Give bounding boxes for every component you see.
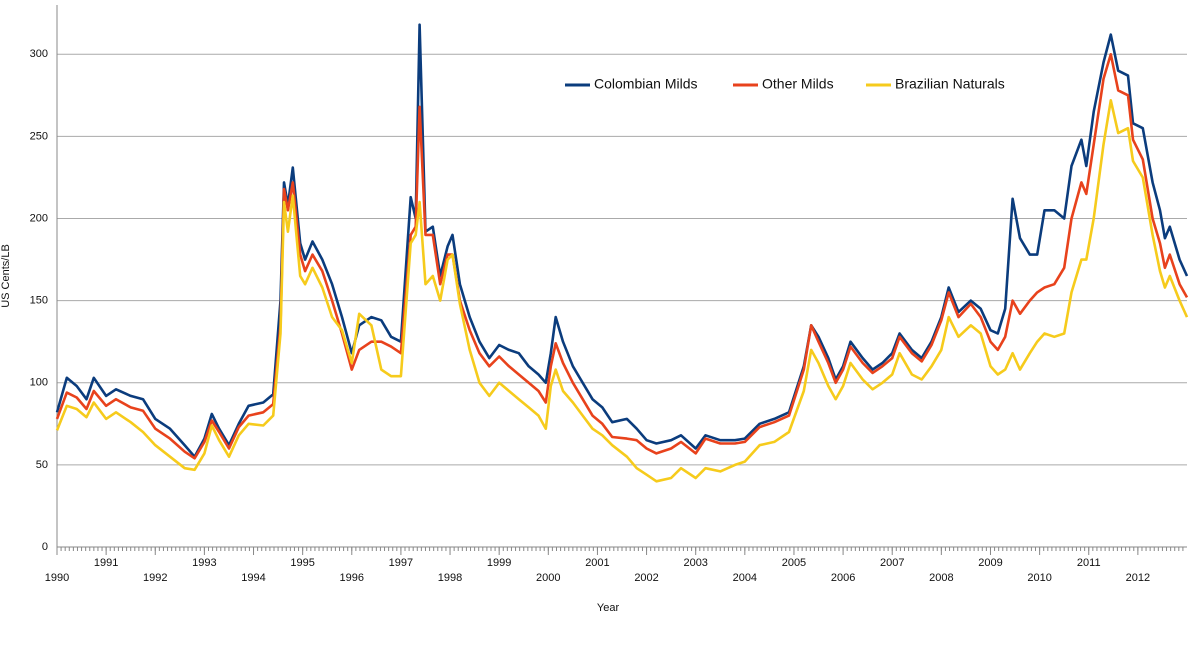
series-line bbox=[55, 23, 1189, 458]
y-tick-label: 300 bbox=[30, 48, 48, 60]
x-tick-label: 2008 bbox=[929, 572, 953, 584]
x-tick-label: 2010 bbox=[1027, 572, 1051, 584]
x-axis-label: Year bbox=[597, 602, 620, 614]
series-line bbox=[55, 53, 1189, 460]
y-tick-label: 250 bbox=[30, 130, 48, 142]
x-tick-label: 1992 bbox=[143, 572, 167, 584]
series-line bbox=[55, 99, 1189, 483]
x-tick-label: 1994 bbox=[241, 572, 265, 584]
x-tick-label: 2005 bbox=[782, 557, 806, 569]
x-tick-label: 1995 bbox=[290, 557, 314, 569]
y-tick-label: 100 bbox=[30, 377, 48, 389]
x-tick-label: 1999 bbox=[487, 557, 511, 569]
x-tick-label: 1996 bbox=[340, 572, 364, 584]
x-tick-label: 2007 bbox=[880, 557, 904, 569]
y-tick-label: 200 bbox=[30, 212, 48, 224]
legend-label: Colombian Milds bbox=[594, 76, 697, 92]
y-tick-label: 150 bbox=[30, 295, 48, 307]
x-tick-label: 2006 bbox=[831, 572, 855, 584]
legend: Colombian Milds Other Milds Brazilian Natu… bbox=[565, 76, 1005, 92]
x-tick-label: 2001 bbox=[585, 557, 609, 569]
x-tick-label: 2000 bbox=[536, 572, 560, 584]
legend-label: Other Milds bbox=[762, 76, 834, 92]
x-tick-label: 1993 bbox=[192, 557, 216, 569]
x-tick-label: 2002 bbox=[634, 572, 658, 584]
x-tick-label: 1991 bbox=[94, 557, 118, 569]
x-tick-label: 2009 bbox=[978, 557, 1002, 569]
x-tick-label: 2004 bbox=[733, 572, 757, 584]
y-tick-label: 0 bbox=[42, 541, 48, 553]
y-axis-label: US Cents/LB bbox=[0, 244, 12, 308]
y-tick-label: 50 bbox=[36, 459, 48, 471]
x-tick-label: 2011 bbox=[1077, 557, 1101, 569]
x-tick-label: 2003 bbox=[683, 557, 707, 569]
x-tick-label: 1997 bbox=[389, 557, 413, 569]
legend-label: Brazilian Naturals bbox=[895, 76, 1005, 92]
x-tick-label: 2012 bbox=[1126, 572, 1150, 584]
x-tick-label: 1998 bbox=[438, 572, 462, 584]
x-tick-label: 1990 bbox=[45, 572, 69, 584]
